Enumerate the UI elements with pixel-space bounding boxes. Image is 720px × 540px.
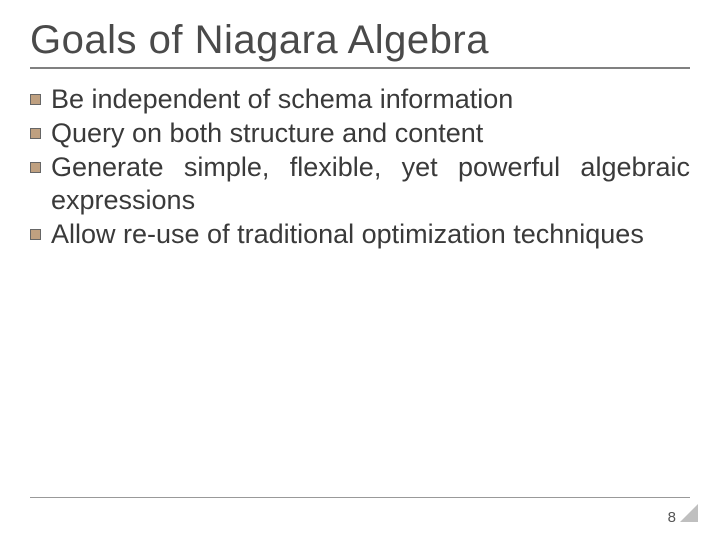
list-item: Be independent of schema information xyxy=(30,83,690,117)
bullet-text: Generate simple, flexible, yet powerful … xyxy=(51,151,690,219)
corner-decoration-icon xyxy=(680,504,698,522)
slide-body: Be independent of schema information Que… xyxy=(30,83,690,252)
slide-title: Goals of Niagara Algebra xyxy=(30,18,690,63)
title-underline xyxy=(30,67,690,69)
list-item: Generate simple, flexible, yet powerful … xyxy=(30,151,690,219)
bullet-text: Allow re-use of traditional optimization… xyxy=(51,218,690,252)
bullet-text: Be independent of schema information xyxy=(51,83,690,117)
footer-rule xyxy=(30,497,690,498)
bullet-text: Query on both structure and content xyxy=(51,117,690,151)
bullet-icon xyxy=(30,128,41,139)
page-number: 8 xyxy=(668,509,676,526)
list-item: Allow re-use of traditional optimization… xyxy=(30,218,690,252)
bullet-icon xyxy=(30,94,41,105)
bullet-icon xyxy=(30,162,41,173)
list-item: Query on both structure and content xyxy=(30,117,690,151)
bullet-icon xyxy=(30,229,41,240)
slide: Goals of Niagara Algebra Be independent … xyxy=(0,0,720,540)
